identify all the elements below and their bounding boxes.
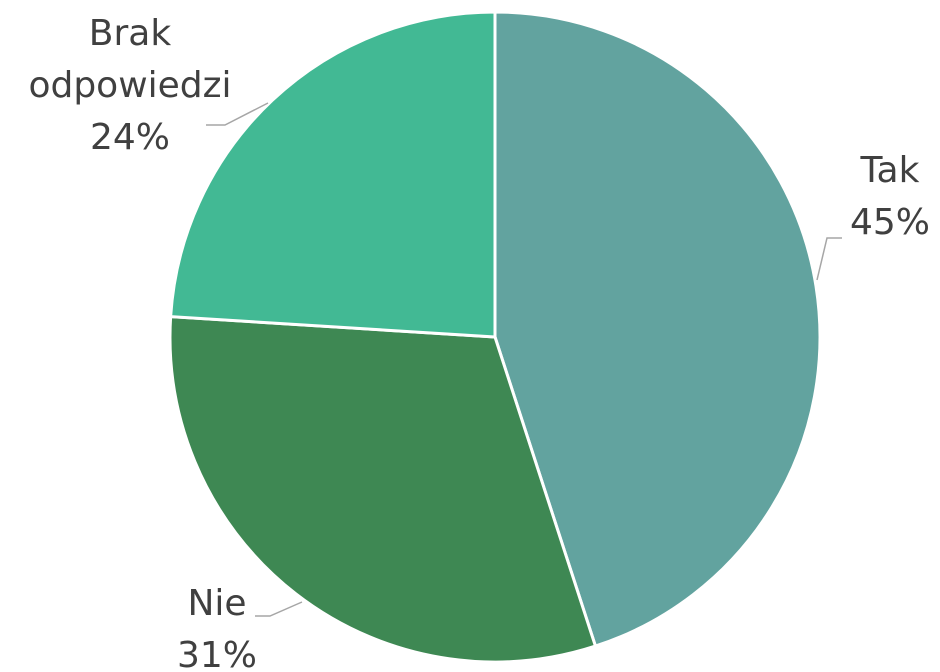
- leader-line: [255, 601, 303, 617]
- value-label: 45%: [849, 202, 930, 243]
- leader-line: [816, 237, 842, 281]
- slice-label: Tak 45%: [830, 145, 940, 249]
- value-label: 24%: [89, 117, 170, 158]
- pie-slice: [168, 315, 598, 664]
- value-label: 31%: [176, 635, 257, 672]
- slice-label: Brak odpowiedzi 24%: [10, 8, 250, 164]
- slice-label: Nie 31%: [157, 578, 277, 672]
- category-label: Brak odpowiedzi: [28, 13, 232, 106]
- category-label: Nie: [187, 583, 247, 624]
- pie-slice: [493, 10, 822, 648]
- leader-line: [206, 102, 269, 126]
- category-label: Tak: [860, 150, 920, 191]
- pie-slice: [169, 10, 497, 339]
